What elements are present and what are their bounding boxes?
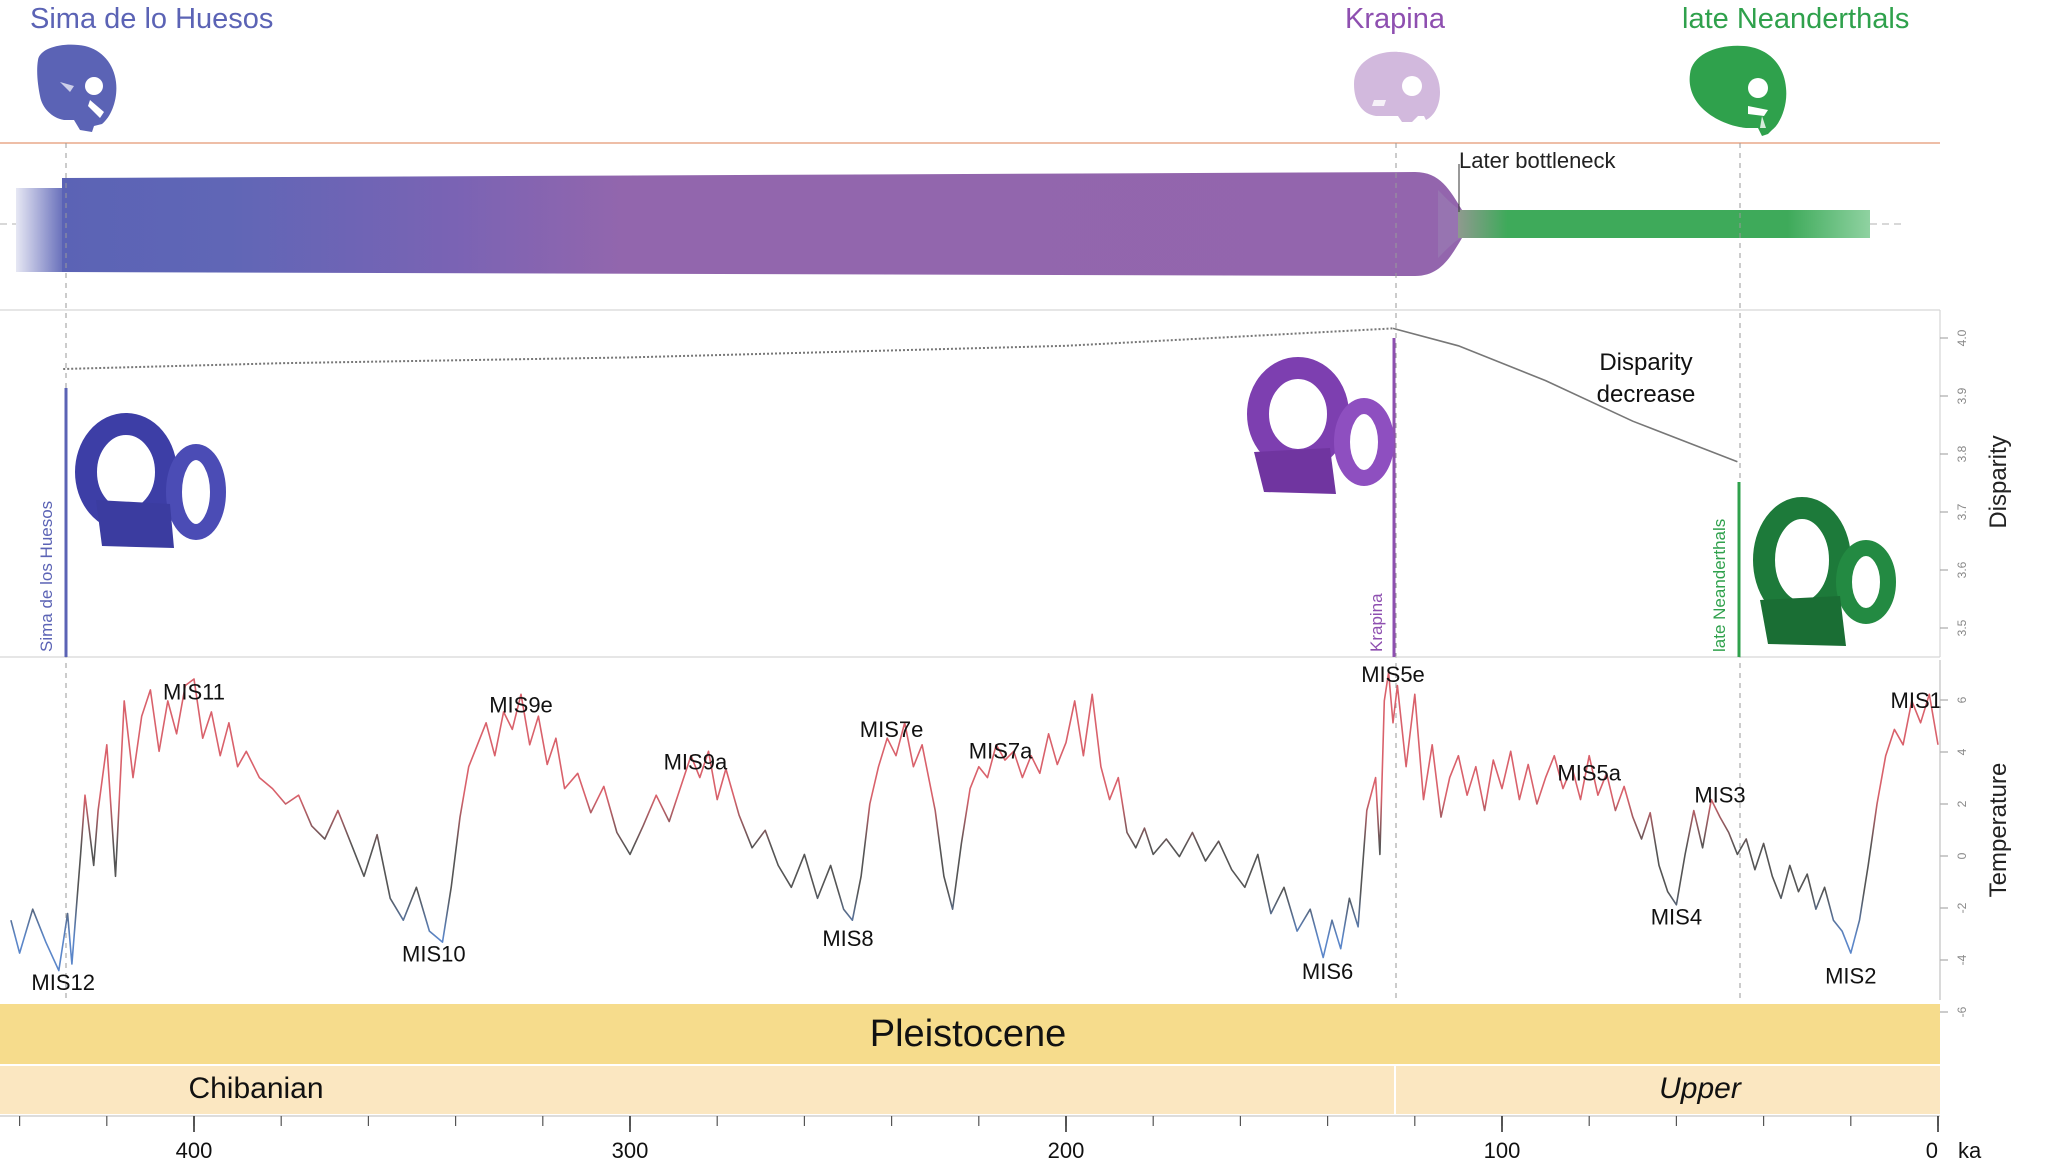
disparity-tick-label: 3.9: [1955, 387, 1969, 404]
disparity-tick-label: 4.0: [1955, 329, 1969, 346]
time-axis-tick-label: 0: [1926, 1138, 1938, 1163]
sima-vertical-label: Sima de los Huesos: [37, 501, 56, 652]
sima-title: Sima de lo Huesos: [30, 3, 273, 35]
time-axis-tick-label: 200: [1048, 1138, 1085, 1163]
stage-label-mis12: MIS12: [31, 970, 95, 995]
stage-label-mis10: MIS10: [402, 942, 466, 967]
sima-inner-ear-icon: [75, 413, 226, 548]
temperature-stage-labels: MIS12 MIS11 MIS10 MIS9e MIS9a MIS8 MIS7e MIS7a M…: [31, 662, 1941, 995]
temperature-tick-label: 2: [1955, 800, 1969, 807]
time-axis-tick-label: 300: [612, 1138, 649, 1163]
stage-label-mis2: MIS2: [1825, 964, 1876, 989]
stage-label-mis3: MIS3: [1694, 783, 1745, 808]
guide-lines: [65, 143, 1741, 1000]
stage-label-mis6: MIS6: [1302, 959, 1353, 984]
sima-skull-icon: [37, 44, 117, 132]
disparity-tick-label: 3.5: [1955, 619, 1969, 636]
main-lineage-band: [62, 172, 1462, 276]
temperature-series-line: [10, 671, 1939, 972]
stage-label-mis9a: MIS9a: [664, 750, 728, 775]
stage-label-mis4: MIS4: [1651, 904, 1702, 929]
temperature-tick-labels: 6 4 2 0 -2 -4 -6: [1940, 696, 1969, 1017]
stage-label-mis5e: MIS5e: [1361, 662, 1425, 687]
time-axis-tick-label: 400: [176, 1138, 213, 1163]
time-axis-unit: ka: [1958, 1138, 1982, 1163]
temperature-tick-label: 0: [1955, 852, 1969, 859]
disparity-trend: [63, 327, 1738, 463]
stage-label-upper: Upper: [1659, 1072, 1742, 1105]
epoch-band: [0, 1004, 1940, 1064]
disparity-axis-label: Disparity: [1985, 435, 2012, 528]
time-axis-tick-label: 100: [1484, 1138, 1521, 1163]
temperature-tick-label: 4: [1955, 748, 1969, 755]
disparity-panel: 4.0 3.9 3.8 3.7 3.6 3.5 Disparity Sima de los…: [0, 309, 2012, 658]
stage-label-mis11: MIS11: [163, 680, 225, 705]
stage-band-chibanian: [0, 1066, 1394, 1114]
krapina-title: Krapina: [1345, 3, 1446, 35]
disparity-stable-line: [63, 327, 1394, 370]
disparity-tick-labels: 4.0 3.9 3.8 3.7 3.6 3.5: [1940, 329, 1969, 636]
population-band: Later bottleneck: [0, 148, 1905, 276]
skull-row: Sima de lo Huesos Krapina late Neanderth…: [30, 3, 1909, 136]
stage-label-mis7a: MIS7a: [969, 739, 1033, 764]
late-lineage-band: [1458, 210, 1870, 238]
late-inner-ear-icon: [1753, 497, 1896, 646]
epoch-label: Pleistocene: [870, 1013, 1066, 1055]
temperature-tick-label: -4: [1955, 954, 1969, 965]
bottleneck-label: Later bottleneck: [1459, 148, 1617, 173]
temperature-tick-label: -6: [1955, 1006, 1969, 1017]
stage-label-mis1: MIS1: [1891, 688, 1942, 713]
timescale: Pleistocene Chibanian Upper 400 300 200 100…: [0, 1004, 1982, 1163]
bottleneck-taper: [1438, 190, 1462, 258]
late-vertical-label: late Neanderthals: [1710, 519, 1729, 652]
disparity-tick-label: 3.7: [1955, 503, 1969, 520]
stage-label-mis5a: MIS5a: [1557, 761, 1621, 786]
stage-label-mis9e: MIS9e: [489, 693, 553, 718]
disparity-annotation-line1: Disparity: [1599, 349, 1692, 376]
disparity-decrease-line: [1392, 327, 1738, 463]
temperature-axis-label: Temperature: [1985, 763, 2012, 898]
krapina-inner-ear-icon: [1247, 357, 1394, 494]
krapina-vertical-label: Krapina: [1367, 593, 1386, 652]
temperature-tick-label: 6: [1955, 696, 1969, 703]
temperature-tick-label: -2: [1955, 902, 1969, 913]
time-axis-major-ticks: 400 300 200 100 0: [176, 1116, 1939, 1163]
stage-label-mis8: MIS8: [822, 926, 873, 951]
temperature-panel: MIS12MIS11MIS10MIS9eMIS9aMIS8MIS7eMIS7aM…: [10, 660, 2012, 1017]
late-title: late Neanderthals: [1682, 3, 1909, 35]
disparity-tick-label: 3.8: [1955, 445, 1969, 462]
disparity-annotation-line2: decrease: [1597, 381, 1696, 408]
time-axis-minor-ticks: [19, 1116, 1939, 1126]
stage-band-upper: [1396, 1066, 1940, 1114]
stage-label-chibanian: Chibanian: [188, 1072, 323, 1105]
late-skull-icon: [1689, 45, 1787, 136]
stage-label-mis7e: MIS7e: [860, 717, 924, 742]
krapina-skull-icon: [1354, 51, 1440, 122]
disparity-tick-label: 3.6: [1955, 561, 1969, 578]
